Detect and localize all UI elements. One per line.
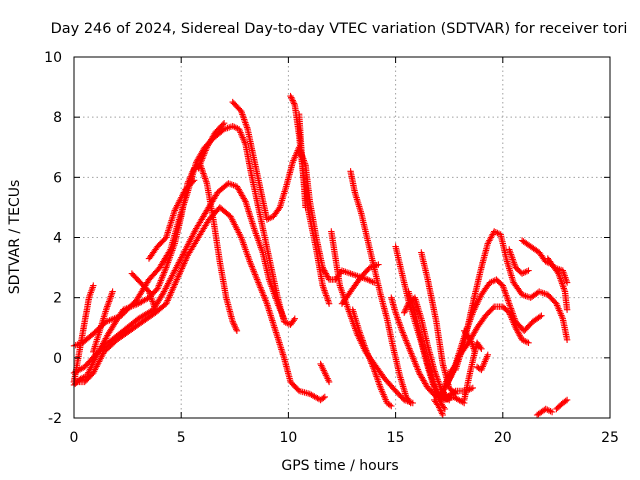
- series-arc-8: [145, 177, 198, 262]
- chart-title: Day 246 of 2024, Sidereal Day-to-day VTE…: [51, 21, 628, 37]
- series-markers: [195, 120, 228, 172]
- series-arc-30: [473, 351, 491, 374]
- y-tick-label: 8: [53, 110, 62, 126]
- data-series: [70, 92, 571, 419]
- series-arc-24: [439, 303, 532, 395]
- series-arc-12: [295, 111, 309, 211]
- series-arc-28: [437, 366, 455, 404]
- series-arc-29: [461, 327, 479, 355]
- series-arc-21: [405, 288, 453, 404]
- y-tick-label: 4: [53, 231, 62, 247]
- y-tick-label: 10: [44, 50, 62, 66]
- series-arc-7: [128, 270, 159, 313]
- x-tick-label: 25: [601, 430, 619, 446]
- series-markers: [388, 294, 468, 407]
- series-markers: [443, 276, 545, 389]
- series-markers: [553, 396, 571, 413]
- series-markers: [518, 237, 571, 313]
- series-markers: [431, 396, 446, 419]
- grid: [74, 57, 610, 418]
- series-markers: [145, 177, 198, 262]
- series-markers: [452, 228, 571, 374]
- x-tick-label: 5: [177, 430, 186, 446]
- series-markers: [439, 303, 532, 395]
- series-arc-26: [452, 228, 571, 374]
- series-markers: [128, 270, 159, 313]
- x-tick-label: 0: [70, 430, 79, 446]
- series-markers: [533, 405, 556, 419]
- series-arc-17: [349, 306, 395, 410]
- series-arc-9: [195, 120, 228, 172]
- x-tick-label: 10: [279, 430, 297, 446]
- series-markers: [90, 288, 116, 355]
- series-arc-33: [544, 255, 571, 286]
- series-arc-34: [533, 405, 556, 419]
- series-markers: [317, 360, 333, 386]
- x-tick-label: 20: [494, 430, 512, 446]
- series-markers: [544, 255, 571, 286]
- series-markers: [405, 288, 453, 404]
- series-markers: [461, 327, 479, 355]
- y-tick-label: 0: [53, 351, 62, 367]
- x-tick-label: 15: [387, 430, 405, 446]
- series-arc-18: [388, 294, 468, 407]
- series-markers: [295, 111, 309, 211]
- y-tick-label: -2: [48, 411, 62, 427]
- series-arc-25: [443, 276, 545, 389]
- y-tick-label: 2: [53, 291, 62, 307]
- y-tick-label: 6: [53, 170, 62, 186]
- x-axis-label: GPS time / hours: [281, 458, 398, 474]
- series-arc-23: [431, 396, 446, 419]
- y-axis-label: SDTVAR / TECUs: [7, 180, 23, 295]
- series-arc-31: [506, 246, 532, 277]
- series-markers: [506, 246, 532, 277]
- series-markers: [437, 366, 455, 404]
- series-markers: [347, 168, 414, 407]
- series-arc-35: [553, 396, 571, 413]
- series-markers: [473, 351, 491, 374]
- series-markers: [349, 306, 395, 410]
- series-arc-16: [347, 168, 414, 407]
- series-arc-13: [317, 360, 333, 386]
- series-arc-6: [90, 288, 116, 355]
- axis-ticks: 0 5 10 15 20 25 -2 0 2 4 6 8 10: [44, 50, 619, 446]
- series-arc-32: [518, 237, 571, 313]
